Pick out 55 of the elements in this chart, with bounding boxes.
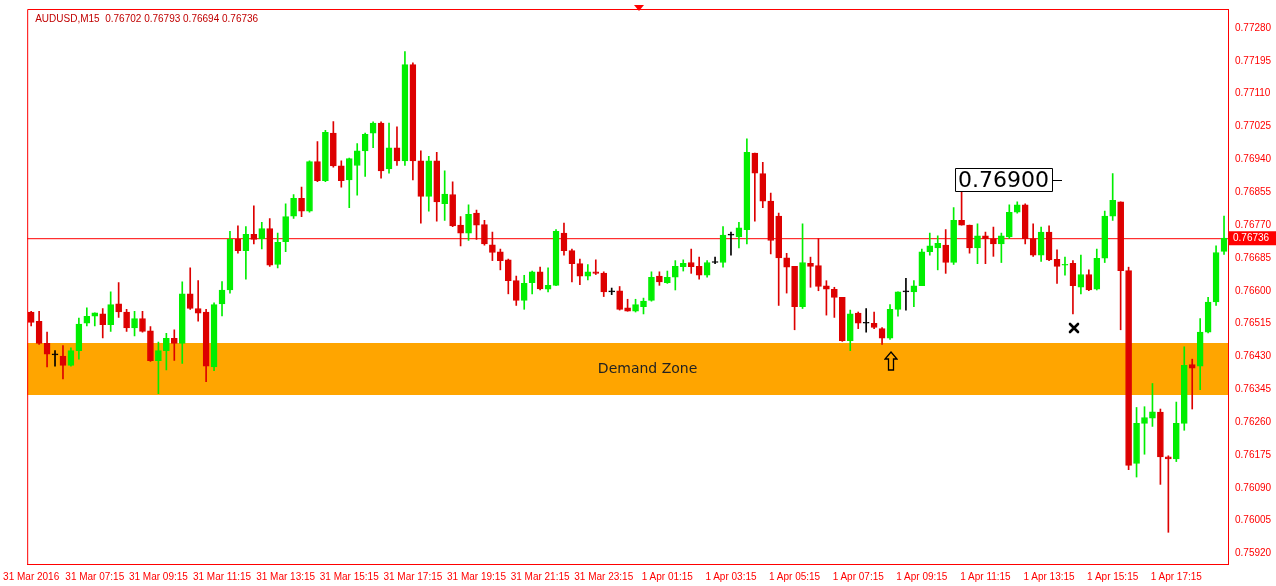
y-tick-label: 0.76005 [1235, 514, 1272, 526]
candlestick [170, 329, 178, 361]
candlestick [1061, 256, 1069, 276]
x-tick-label: 1 Apr 09:15 [896, 570, 948, 582]
candlestick [608, 287, 616, 295]
candlestick [441, 170, 449, 221]
y-tick-label: 0.77025 [1235, 120, 1272, 132]
y-tick-label: 0.76175 [1235, 448, 1272, 460]
candlestick [934, 235, 942, 271]
candlestick [902, 278, 910, 311]
candlestick [1188, 358, 1196, 410]
y-tick-label: 0.76090 [1235, 481, 1272, 493]
x-tick-label: 1 Apr 17:15 [1150, 570, 1203, 582]
candlestick [727, 231, 735, 256]
x-tick-label: 31 Mar 19:15 [447, 570, 507, 582]
x-tick-label: 1 Apr 15:15 [1087, 570, 1139, 582]
candlestick [592, 259, 600, 275]
x-tick-label: 31 Mar 07:15 [65, 570, 125, 582]
candlestick [687, 248, 695, 274]
y-tick-label: 0.76345 [1235, 383, 1272, 395]
y-tick-label: 0.77110 [1235, 87, 1271, 99]
ref-line-label: 0.76736 [1233, 231, 1270, 243]
candlestick [544, 267, 552, 293]
y-tick-label: 0.76685 [1235, 251, 1272, 263]
y-tick-label: 0.77195 [1235, 54, 1272, 66]
y-tick-label: 0.76430 [1235, 350, 1272, 362]
y-tick-label: 0.76260 [1235, 415, 1272, 427]
candlestick [51, 350, 59, 367]
x-tick-label: 1 Apr 01:15 [641, 570, 694, 582]
x-tick-label: 31 Mar 15:15 [319, 570, 380, 582]
x-tick-label: 1 Apr 07:15 [832, 570, 885, 582]
y-tick-label: 0.76940 [1235, 153, 1272, 165]
chart-title: AUDUSD,M15 0.76702 0.76793 0.76694 0.76736 [35, 12, 259, 24]
band-label: Demand Zone [597, 359, 698, 376]
x-tick-label: 1 Apr 13:15 [1023, 570, 1076, 582]
candlestick [1053, 249, 1061, 284]
x-tick-label: 31 Mar 23:15 [574, 570, 634, 582]
x-tick-label: 31 Mar 2016 [3, 570, 60, 582]
x-tick-label: 31 Mar 17:15 [383, 570, 443, 582]
x-tick-label: 1 Apr 11:15 [960, 570, 1012, 582]
y-tick-label: 0.76600 [1235, 284, 1272, 296]
x-tick-label: 31 Mar 09:15 [128, 570, 189, 582]
candlestick [250, 205, 258, 245]
x-tick-label: 31 Mar 21:15 [510, 570, 571, 582]
annotation: 0.76900 [958, 166, 1049, 192]
x-tick-label: 31 Mar 11:15 [192, 570, 252, 582]
x-tick-label: 1 Apr 05:15 [769, 570, 821, 582]
y-tick-label: 0.75920 [1235, 547, 1272, 559]
candlestick [862, 308, 870, 333]
x-tick-label: 1 Apr 03:15 [705, 570, 757, 582]
y-tick-label: 0.76855 [1235, 185, 1272, 197]
y-tick-label: 0.77280 [1235, 21, 1272, 33]
x-tick-label: 31 Mar 13:15 [256, 570, 316, 582]
y-tick-label: 0.76515 [1235, 317, 1272, 329]
y-tick-label: 0.76770 [1235, 218, 1272, 230]
